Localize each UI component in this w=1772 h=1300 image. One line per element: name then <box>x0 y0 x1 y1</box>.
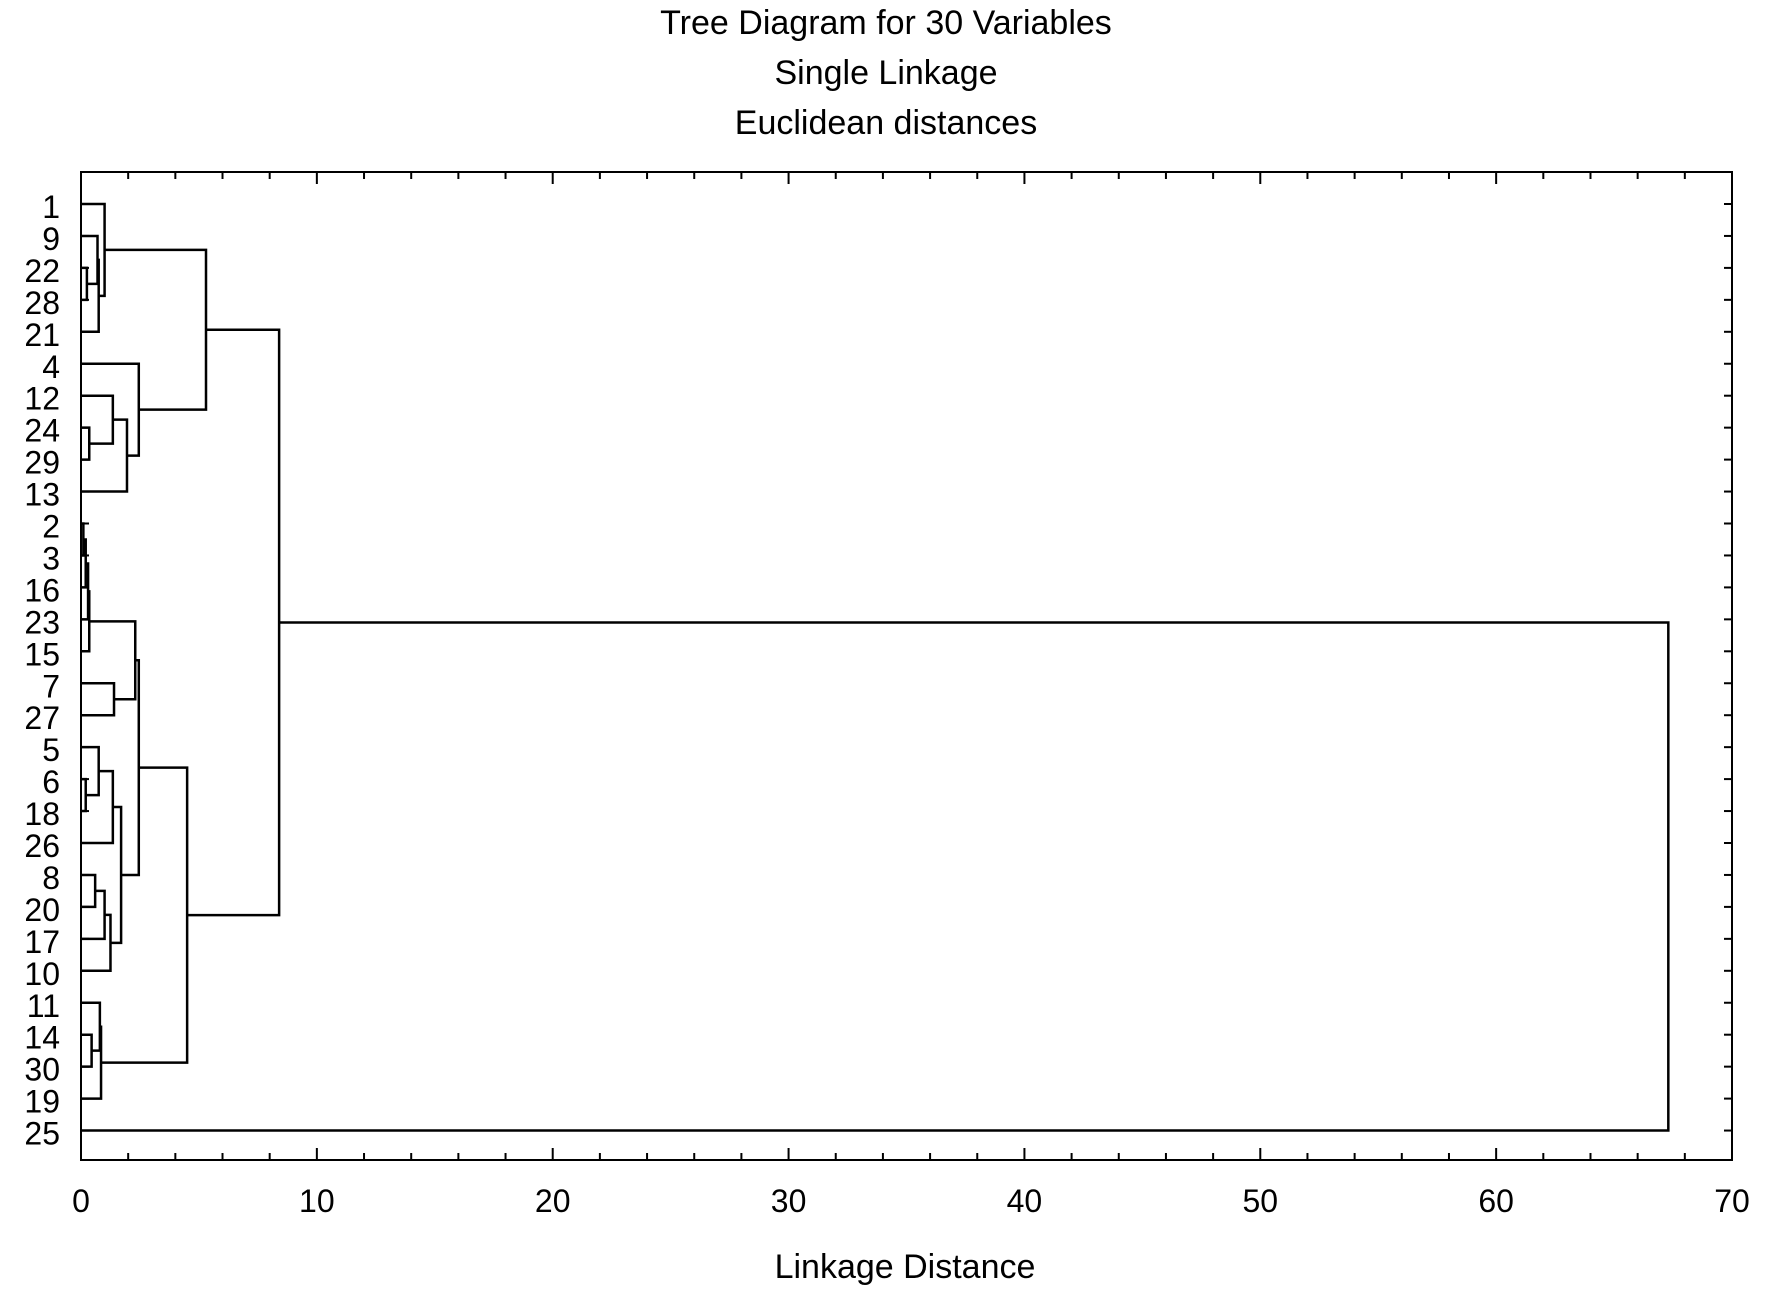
leaf-label: 21 <box>24 317 60 353</box>
x-tick-label: 0 <box>72 1183 90 1219</box>
chart-title-line: Tree Diagram for 30 Variables <box>660 4 1112 42</box>
dendrogram-link <box>81 777 87 813</box>
leaf-label: 27 <box>24 700 60 736</box>
dendrogram-link <box>81 538 87 589</box>
leaf-label: 28 <box>24 285 60 321</box>
leaf-label: 19 <box>24 1084 60 1120</box>
leaf-label: 12 <box>24 381 60 417</box>
dendrogram-link <box>81 913 112 973</box>
dendrogram-link <box>81 234 99 286</box>
leaf-label: 10 <box>24 956 60 992</box>
dendrogram-link <box>81 426 91 461</box>
leaf-label: 2 <box>42 509 60 545</box>
dendrogram-link <box>81 418 129 493</box>
dendrogram-tree <box>81 202 1670 1132</box>
leaf-label: 6 <box>42 764 60 800</box>
leaf-label: 29 <box>24 445 60 481</box>
leaf-label: 23 <box>24 604 60 640</box>
leaf-label: 14 <box>24 1020 60 1056</box>
leaf-label: 8 <box>42 860 60 896</box>
x-tick-label: 30 <box>771 1183 807 1219</box>
dendrogram-link <box>81 202 106 298</box>
leaf-label: 16 <box>24 572 60 608</box>
plot-frame <box>80 171 1733 1161</box>
dendrogram-link <box>81 682 116 717</box>
leaf-label: 9 <box>42 221 60 257</box>
x-tick-label: 20 <box>535 1183 571 1219</box>
tick-marks <box>80 172 1733 1160</box>
dendrogram-link <box>81 873 97 909</box>
dendrogram-link <box>81 621 1670 1132</box>
leaf-label: 7 <box>42 668 60 704</box>
leaf-label: 11 <box>27 988 60 1024</box>
leaf-label: 22 <box>24 253 60 289</box>
leaf-label: 26 <box>24 828 60 864</box>
chart-title-line: Single Linkage <box>774 54 997 92</box>
leaf-label: 30 <box>24 1052 60 1088</box>
leaf-label: 25 <box>24 1116 60 1152</box>
dendrogram-link <box>81 266 89 302</box>
x-tick-label: 10 <box>299 1183 335 1219</box>
x-tick-label: 50 <box>1242 1183 1278 1219</box>
dendrogram-link <box>187 328 281 917</box>
dendrogram-link <box>81 1033 93 1068</box>
leaf-labels: 1922282141224291323162315727561826820171… <box>24 189 60 1152</box>
chart-title: Tree Diagram for 30 Variables Single Link… <box>660 4 1112 142</box>
leaf-label: 17 <box>24 924 60 960</box>
dendrogram-link <box>81 889 106 941</box>
leaf-label: 3 <box>42 540 60 576</box>
leaf-label: 15 <box>24 636 60 672</box>
x-tick-labels: 0 10 20 30 40 50 60 70 <box>72 1183 1750 1219</box>
x-tick-label: 60 <box>1478 1183 1514 1219</box>
chart-title-line: Euclidean distances <box>735 104 1037 142</box>
x-axis-label: Linkage Distance <box>775 1248 1036 1286</box>
x-tick-label: 70 <box>1714 1183 1750 1219</box>
dendrogram-link <box>81 394 115 445</box>
leaf-label: 24 <box>24 413 60 449</box>
leaf-label: 4 <box>42 349 60 385</box>
x-tick-label: 40 <box>1007 1183 1043 1219</box>
dendrogram-link <box>89 620 137 701</box>
leaf-label: 5 <box>42 732 60 768</box>
dendrogram-link <box>104 248 208 411</box>
leaf-label: 20 <box>24 892 60 928</box>
leaf-label: 13 <box>24 477 60 513</box>
dendrogram-link <box>81 590 91 653</box>
dendrogram-link <box>81 258 100 334</box>
leaf-label: 1 <box>42 189 60 225</box>
leaf-label: 18 <box>24 796 60 832</box>
dendrogram-link <box>81 745 100 797</box>
